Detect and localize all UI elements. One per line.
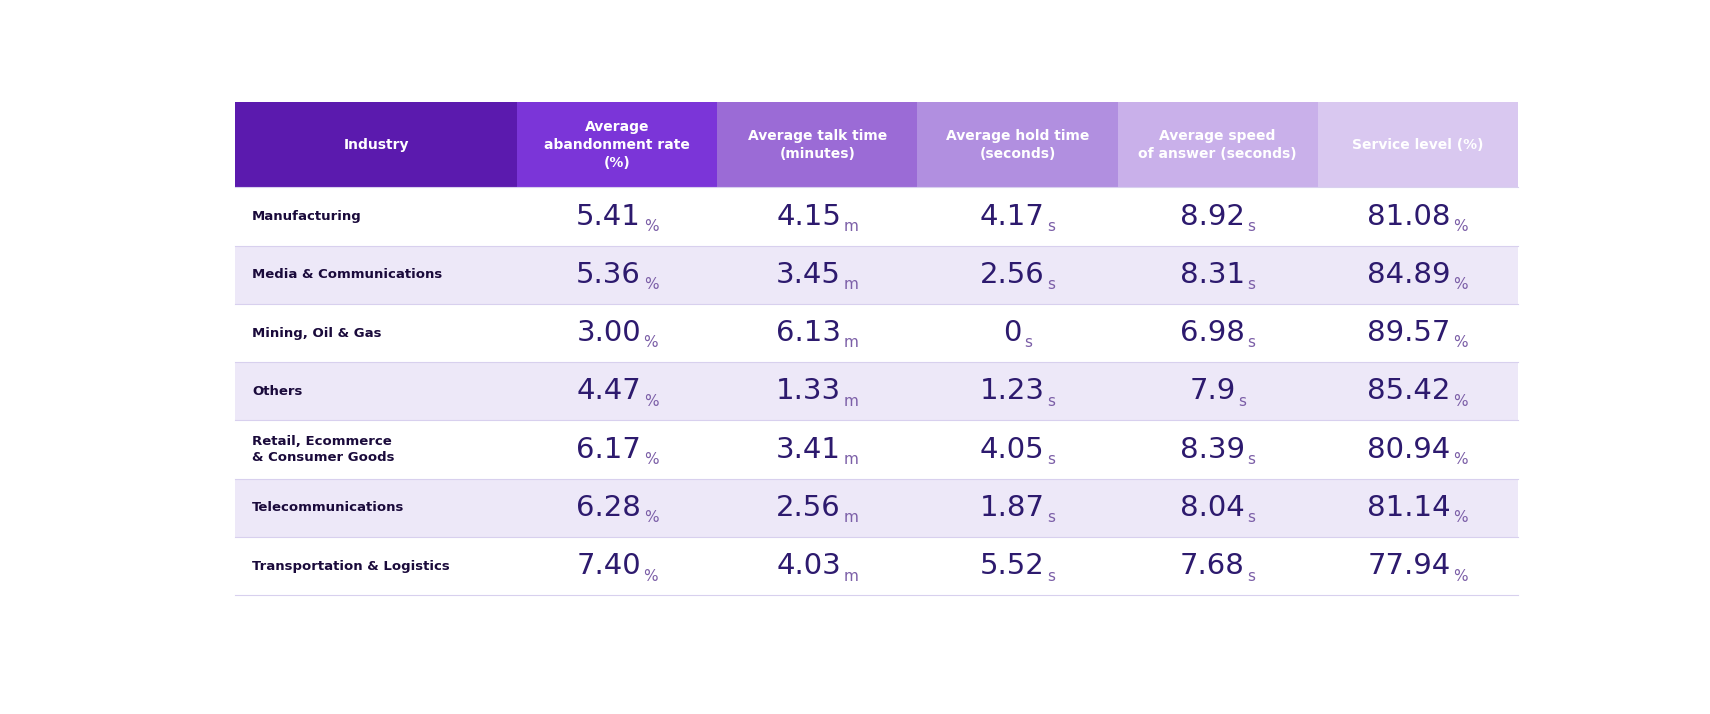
Text: s: s (1247, 219, 1255, 234)
Text: m: m (843, 277, 858, 292)
Text: 4.03: 4.03 (776, 552, 841, 580)
Text: 7.40: 7.40 (576, 552, 641, 580)
Text: 85.42: 85.42 (1368, 378, 1450, 406)
Text: m: m (843, 336, 858, 351)
Text: m: m (843, 219, 858, 234)
Bar (716, 102, 918, 187)
Text: s: s (1247, 568, 1255, 583)
Text: %: % (643, 511, 658, 526)
Bar (516, 102, 716, 187)
Text: 5.41: 5.41 (576, 203, 641, 231)
Text: s: s (1047, 393, 1055, 408)
Text: s: s (1024, 336, 1033, 351)
Text: s: s (1247, 336, 1255, 351)
Text: %: % (1454, 219, 1469, 234)
Text: s: s (1047, 219, 1055, 234)
Text: %: % (1454, 336, 1469, 351)
Bar (234, 187, 1518, 246)
Text: %: % (1454, 568, 1467, 583)
Text: 8.39: 8.39 (1180, 436, 1245, 463)
Text: 4.05: 4.05 (980, 436, 1045, 463)
Text: m: m (843, 511, 858, 526)
Text: 6.17: 6.17 (576, 436, 641, 463)
Text: 4.15: 4.15 (776, 203, 841, 231)
Text: s: s (1238, 393, 1247, 408)
Text: Mining, Oil & Gas: Mining, Oil & Gas (251, 326, 381, 340)
Text: 7.68: 7.68 (1180, 552, 1245, 580)
Text: 77.94: 77.94 (1368, 552, 1450, 580)
Text: 1.23: 1.23 (980, 378, 1045, 406)
Bar (1118, 102, 1318, 187)
Text: %: % (1454, 511, 1469, 526)
Text: 8.31: 8.31 (1180, 261, 1245, 288)
Text: Average
abandonment rate
(%): Average abandonment rate (%) (544, 120, 691, 170)
Text: s: s (1047, 511, 1055, 526)
Text: 4.17: 4.17 (980, 203, 1045, 231)
Text: m: m (843, 452, 858, 467)
Text: %: % (643, 393, 658, 408)
Text: 1.33: 1.33 (776, 378, 841, 406)
Text: 0: 0 (1004, 319, 1021, 347)
Text: 6.98: 6.98 (1180, 319, 1245, 347)
Bar (918, 102, 1118, 187)
Text: %: % (1454, 393, 1469, 408)
Text: s: s (1248, 277, 1255, 292)
Text: s: s (1247, 452, 1255, 467)
Text: 7.9: 7.9 (1188, 378, 1235, 406)
Text: Telecommunications: Telecommunications (251, 501, 405, 514)
Text: 8.92: 8.92 (1180, 203, 1245, 231)
Text: %: % (643, 219, 658, 234)
Text: Average talk time
(minutes): Average talk time (minutes) (747, 129, 887, 161)
Bar (234, 421, 1518, 479)
Text: %: % (1454, 452, 1467, 467)
Text: %: % (643, 452, 658, 467)
Bar (234, 304, 1518, 362)
Bar (234, 479, 1518, 537)
Text: 81.08: 81.08 (1368, 203, 1450, 231)
Text: s: s (1047, 277, 1055, 292)
Text: %: % (1454, 277, 1469, 292)
Text: Retail, Ecommerce
& Consumer Goods: Retail, Ecommerce & Consumer Goods (251, 435, 395, 464)
Text: 6.13: 6.13 (776, 319, 841, 347)
Text: %: % (643, 277, 658, 292)
Text: 6.28: 6.28 (576, 494, 641, 522)
Text: Transportation & Logistics: Transportation & Logistics (251, 560, 450, 573)
Text: 84.89: 84.89 (1368, 261, 1450, 288)
Text: %: % (643, 336, 658, 351)
Text: 5.36: 5.36 (576, 261, 641, 288)
Text: s: s (1247, 511, 1255, 526)
Text: Others: Others (251, 385, 303, 398)
Bar (234, 537, 1518, 595)
Text: 3.45: 3.45 (776, 261, 841, 288)
Bar (234, 102, 516, 187)
Text: s: s (1047, 568, 1055, 583)
Text: 80.94: 80.94 (1368, 436, 1450, 463)
Text: 89.57: 89.57 (1368, 319, 1450, 347)
Text: 5.52: 5.52 (980, 552, 1045, 580)
Bar (234, 246, 1518, 304)
Text: Average speed
of answer (seconds): Average speed of answer (seconds) (1139, 129, 1296, 161)
Text: 4.47: 4.47 (576, 378, 641, 406)
Bar (1318, 102, 1518, 187)
Text: Manufacturing: Manufacturing (251, 210, 363, 223)
Text: %: % (643, 568, 658, 583)
Text: m: m (843, 393, 858, 408)
Text: 2.56: 2.56 (776, 494, 841, 522)
Text: Industry: Industry (344, 138, 409, 152)
Text: m: m (843, 568, 858, 583)
Text: 81.14: 81.14 (1368, 494, 1450, 522)
Text: Average hold time
(seconds): Average hold time (seconds) (946, 129, 1089, 161)
Text: Media & Communications: Media & Communications (251, 268, 443, 281)
Text: 3.00: 3.00 (576, 319, 641, 347)
Bar (234, 362, 1518, 421)
Text: s: s (1047, 452, 1055, 467)
Text: Service level (%): Service level (%) (1353, 138, 1484, 152)
Text: 1.87: 1.87 (980, 494, 1045, 522)
Text: 2.56: 2.56 (980, 261, 1045, 288)
Text: 8.04: 8.04 (1180, 494, 1245, 522)
Text: 3.41: 3.41 (776, 436, 841, 463)
